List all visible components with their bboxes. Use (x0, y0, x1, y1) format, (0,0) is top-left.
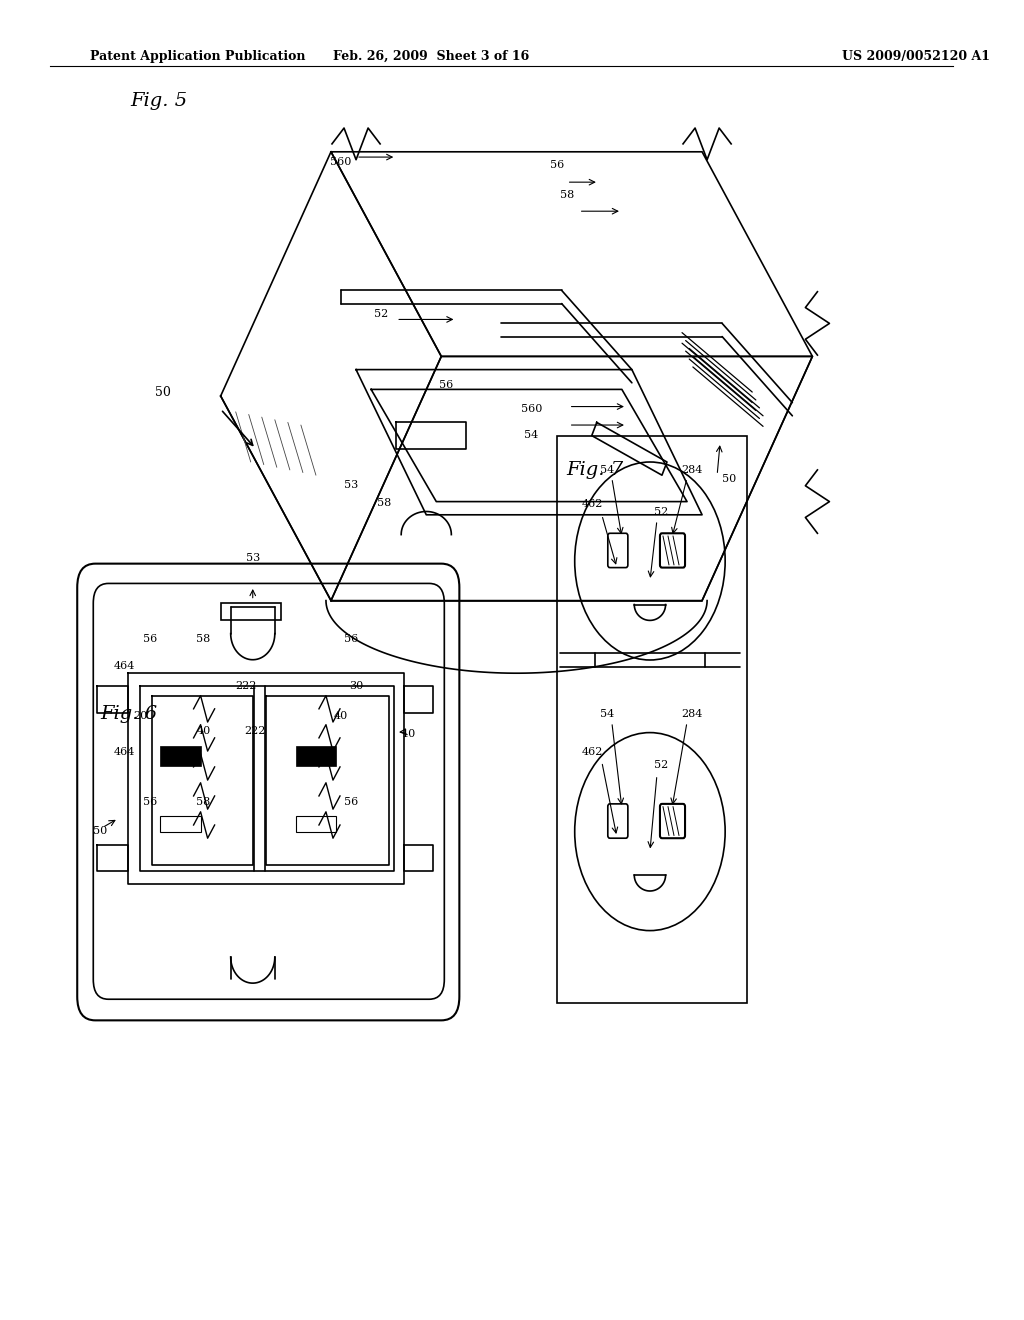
Text: 56: 56 (439, 380, 454, 391)
Text: 462: 462 (582, 747, 603, 758)
Text: Fig. 7: Fig. 7 (566, 461, 624, 479)
Text: 40: 40 (334, 711, 348, 722)
Text: 560: 560 (521, 404, 543, 414)
Text: 10: 10 (402, 729, 417, 739)
Text: 56: 56 (143, 797, 158, 808)
Text: Fig. 5: Fig. 5 (130, 91, 187, 110)
Text: 56: 56 (344, 797, 358, 808)
Text: 560: 560 (331, 157, 351, 168)
Text: Fig. 6: Fig. 6 (100, 705, 158, 723)
Text: 30: 30 (349, 681, 364, 692)
Text: 58: 58 (197, 634, 211, 644)
Text: 53: 53 (344, 480, 358, 491)
Text: 50: 50 (93, 826, 108, 837)
Text: 222: 222 (236, 681, 256, 692)
Text: 54: 54 (524, 430, 539, 441)
Text: US 2009/0052120 A1: US 2009/0052120 A1 (843, 50, 990, 63)
Text: 464: 464 (114, 661, 135, 672)
Text: 284: 284 (681, 465, 702, 475)
FancyBboxPatch shape (296, 746, 336, 766)
FancyBboxPatch shape (296, 816, 336, 832)
Text: 464: 464 (114, 747, 135, 758)
Text: 462: 462 (582, 499, 603, 510)
Text: 56: 56 (143, 634, 158, 644)
Text: 58: 58 (197, 797, 211, 808)
Text: 58: 58 (559, 190, 573, 201)
Text: 53: 53 (246, 553, 260, 564)
Text: 222: 222 (244, 726, 265, 737)
Text: 52: 52 (654, 507, 669, 517)
Text: 54: 54 (600, 709, 614, 719)
Text: 50: 50 (722, 474, 736, 484)
Text: 58: 58 (377, 498, 391, 508)
Text: 284: 284 (681, 709, 702, 719)
Text: 20: 20 (133, 711, 147, 722)
Text: Feb. 26, 2009  Sheet 3 of 16: Feb. 26, 2009 Sheet 3 of 16 (333, 50, 529, 63)
Text: 56: 56 (344, 634, 358, 644)
Text: 50: 50 (156, 385, 171, 399)
Text: 54: 54 (600, 465, 614, 475)
Text: Patent Application Publication: Patent Application Publication (90, 50, 306, 63)
FancyBboxPatch shape (161, 816, 201, 832)
Text: 56: 56 (550, 160, 564, 170)
Text: 52: 52 (374, 309, 388, 319)
Text: 40: 40 (197, 726, 211, 737)
FancyBboxPatch shape (161, 746, 201, 766)
Text: 52: 52 (654, 760, 669, 771)
